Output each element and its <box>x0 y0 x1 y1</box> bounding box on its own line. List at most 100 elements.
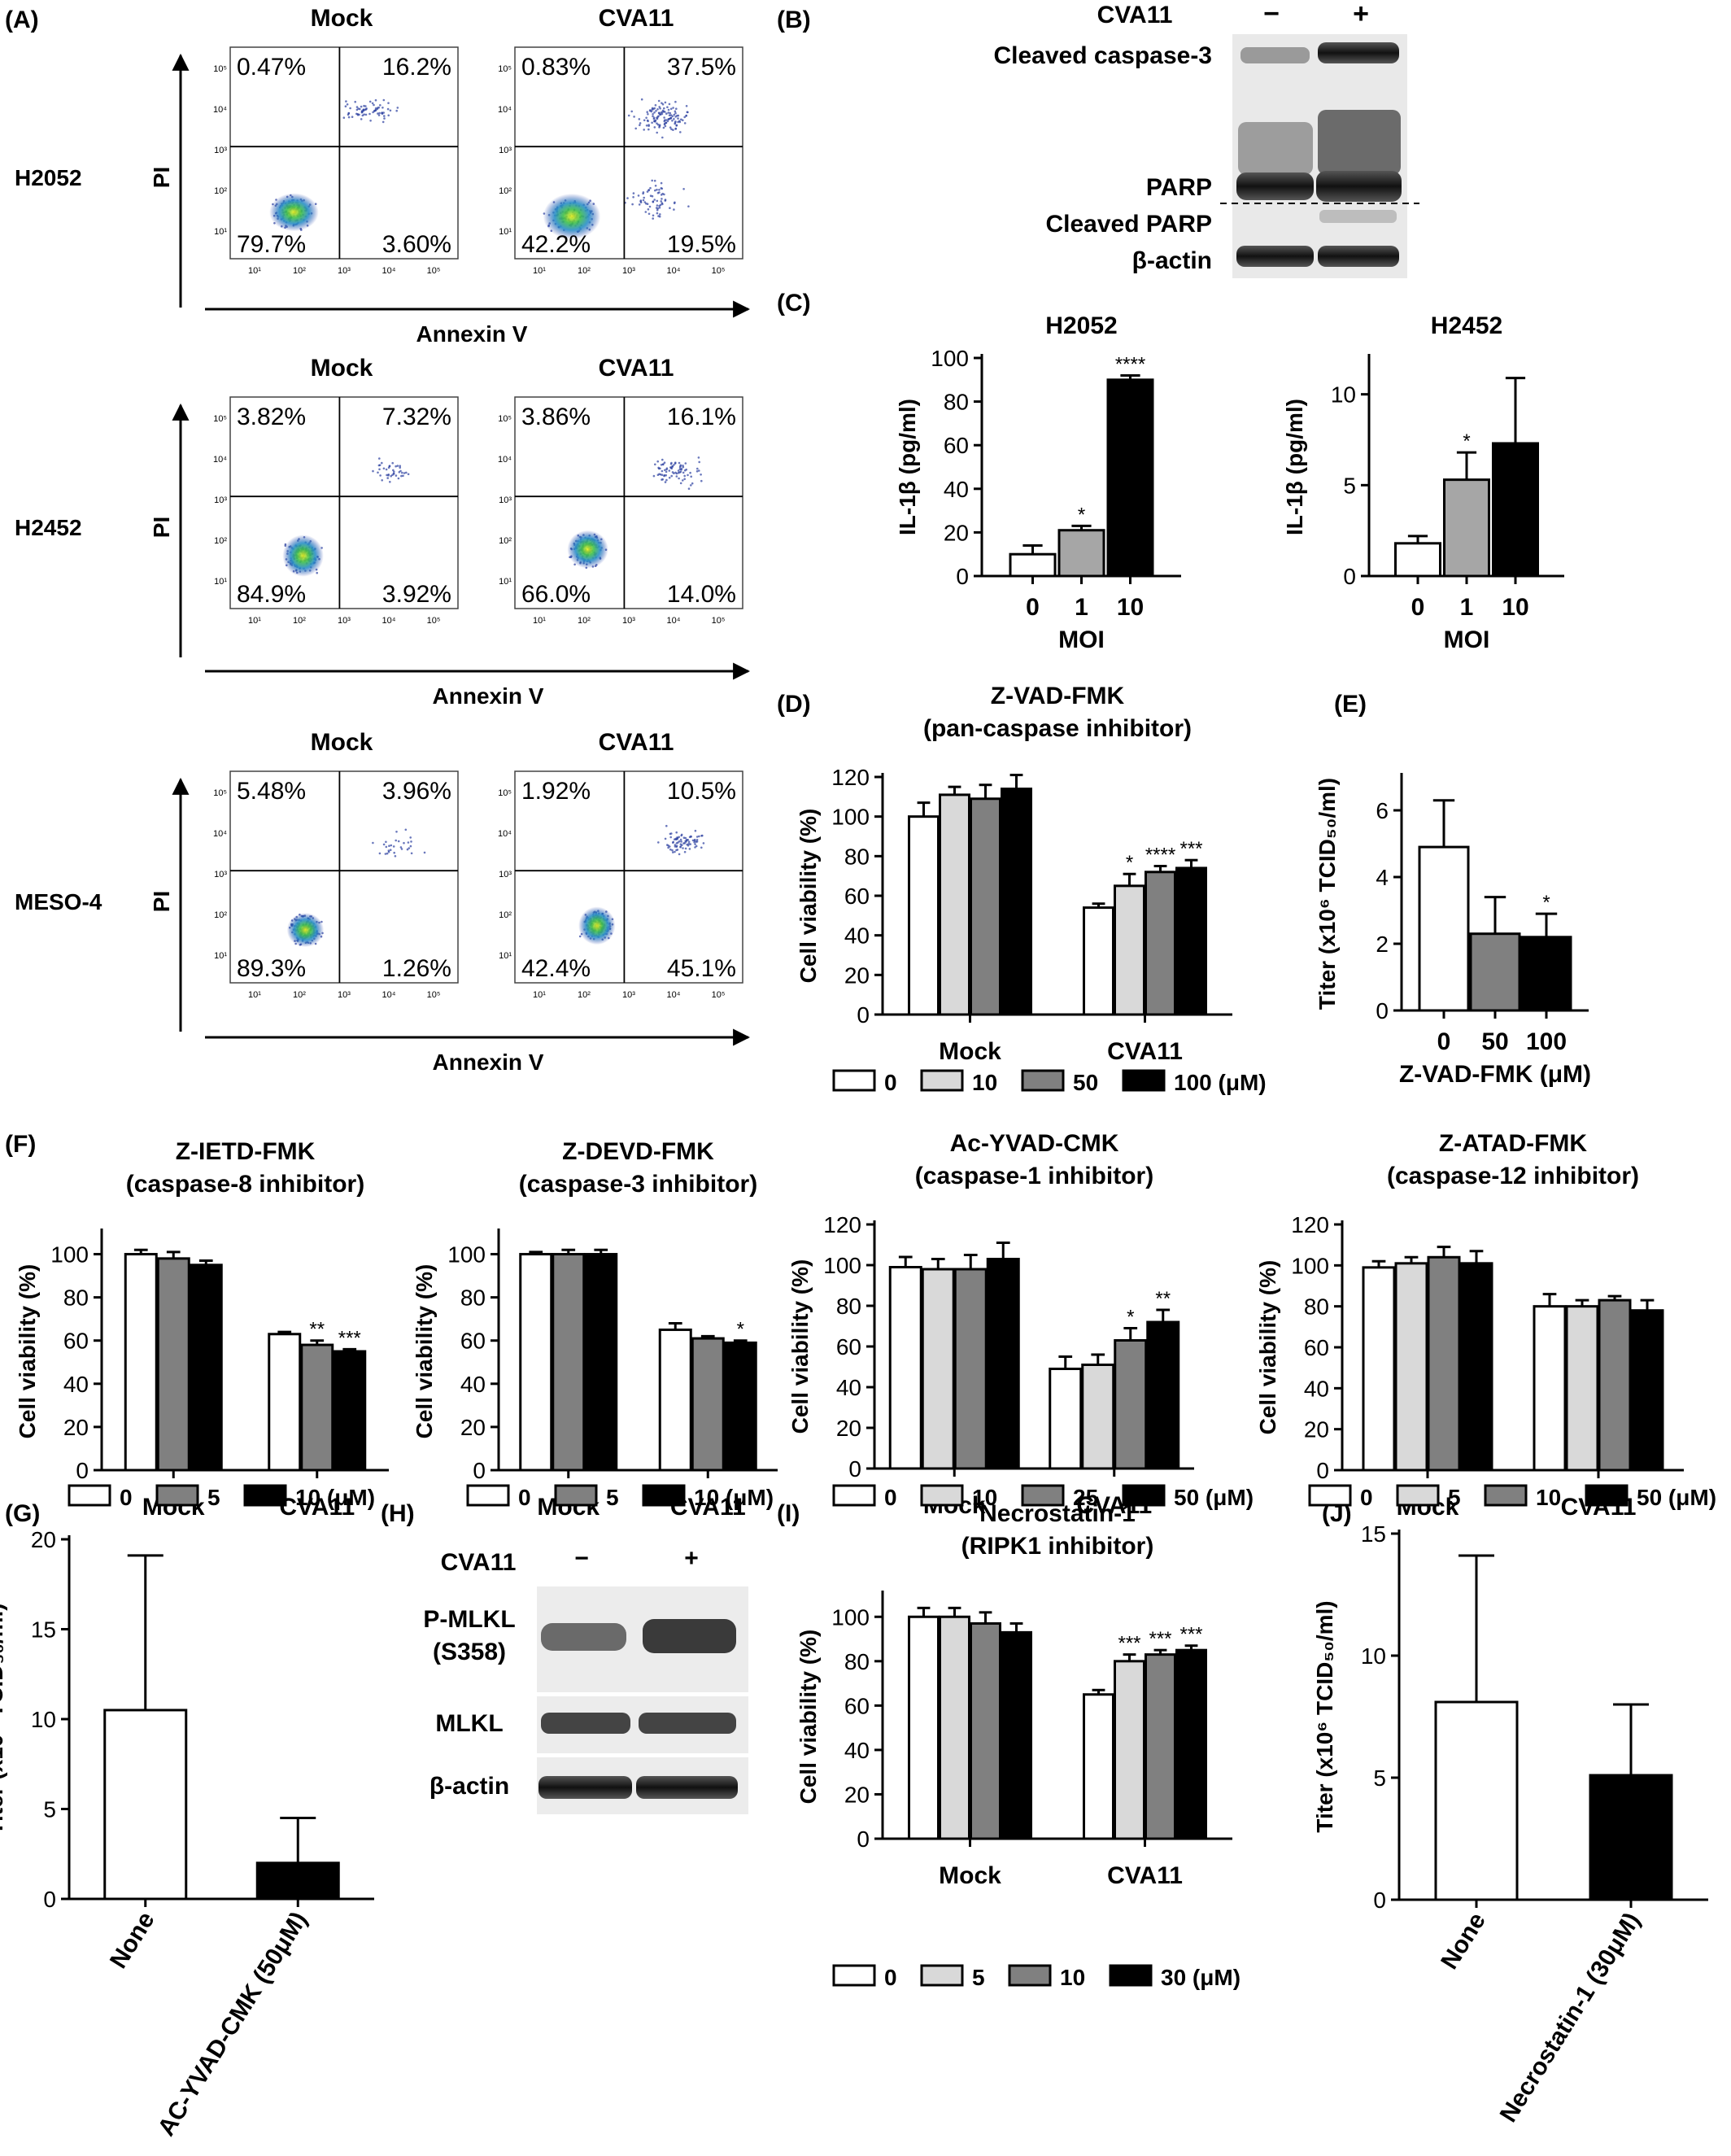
flow-event-dot <box>358 113 360 116</box>
flow-event-dot <box>687 844 690 847</box>
flow-event-dot <box>683 850 687 853</box>
bar <box>103 1709 188 1901</box>
flow-event-dot <box>363 113 365 116</box>
flow-event-dot <box>665 468 668 471</box>
flow-plot-mock: 5.48% 3.96% 89.3% 1.26% 10¹ 10¹ 10² 10² 10³ 10³ 10… <box>213 770 459 1000</box>
chart-title: Z-VAD-FMK <box>991 683 1125 709</box>
flow-event-dot <box>672 129 674 131</box>
flow-event-dot <box>689 843 691 845</box>
flow-event-dot <box>632 192 635 194</box>
flow-panel: Mock CVA11 H2052 PI Annexin V 0.47% 16.2%… <box>15 5 751 1075</box>
x-tick-label: 10 <box>1117 594 1144 621</box>
quadrant-ll-percent: 89.3% <box>237 955 306 982</box>
chart-subtitle: (RIPK1 inhibitor) <box>961 1533 1154 1560</box>
flow-x-tick-label: 10¹ <box>248 616 261 626</box>
significance-marker: ** <box>1155 1288 1171 1310</box>
flow-y-tick-label: 10³ <box>214 870 227 879</box>
flow-x-tick-label: 10³ <box>622 266 635 276</box>
flow-event-dot <box>663 107 665 110</box>
flow-event-dot <box>639 122 642 124</box>
flow-event-dot <box>633 116 635 118</box>
flow-event-dot <box>387 466 390 469</box>
y-axis-label: Cell viability (%) <box>796 809 821 984</box>
significance-marker: *** <box>1149 1628 1171 1650</box>
flow-event-dot <box>682 119 684 122</box>
flow-event-dot <box>630 110 633 113</box>
legend-label: 0 <box>884 1965 897 1990</box>
quadrant-ul-percent: 5.48% <box>237 778 306 805</box>
flow-event-dot <box>654 104 657 107</box>
flow-event-dot <box>657 215 660 217</box>
chart-d: Z-VAD-FMK (pan-caspase inhibitor) 0 20 40 60 8… <box>796 683 1267 1095</box>
significance-marker: * <box>1463 430 1470 452</box>
x-tick-label: 0 <box>1411 594 1425 621</box>
legend-swatch <box>642 1484 686 1507</box>
flow-event-dot <box>674 837 678 840</box>
flow-event-dot <box>657 841 660 844</box>
flow-event-dot <box>666 844 669 846</box>
group-label: CVA11 <box>1107 1862 1183 1889</box>
bar <box>519 1253 553 1472</box>
flow-event-dot <box>664 101 667 104</box>
flow-event-dot <box>407 473 410 476</box>
flow-event-dot <box>381 461 383 465</box>
flow-event-dot <box>647 189 650 192</box>
flow-row-label: MESO-4 <box>15 889 102 914</box>
quadrant-lr-percent: 19.5% <box>667 231 736 258</box>
flow-event-dot <box>694 829 697 832</box>
flow-event-dot <box>663 120 666 123</box>
flow-event-dot <box>392 469 395 472</box>
flow-y-tick-label: 10⁴ <box>498 105 512 115</box>
x-axis-label: MOI <box>1058 626 1105 653</box>
flow-x-tick-label: 10² <box>578 616 591 626</box>
flow-event-dot <box>682 465 684 467</box>
y-tick-label: 20 <box>460 1415 486 1440</box>
flow-event-dot <box>661 136 664 139</box>
y-tick-label: 5 <box>1373 1765 1386 1791</box>
flow-event-dot <box>674 850 676 853</box>
flow-event-dot <box>680 118 682 121</box>
flow-event-dot <box>673 202 676 205</box>
x-tick-label: Necrostatin-1 (30μM) <box>1495 1908 1646 2127</box>
flow-event-dot <box>659 203 662 207</box>
flow-event-dot <box>653 107 656 110</box>
bar <box>300 1343 334 1472</box>
flow-event-dot <box>669 126 672 129</box>
flow-event-dot <box>368 112 371 116</box>
y-tick-label: 100 <box>1291 1253 1329 1278</box>
flow-event-dot <box>679 131 682 133</box>
blot-panel-h: CVA11 − + P-MLKL (S358) MLKL β-actin <box>423 1545 748 1814</box>
chart-f4: Z-ATAD-FMK (caspase-12 inhibitor) 0 20 40 60 8… <box>1255 1130 1716 1521</box>
flow-row-label: H2452 <box>15 515 82 540</box>
flow-x-tick-label: 10² <box>578 990 591 1000</box>
x-tick-label: None <box>1436 1908 1491 1974</box>
y-tick-label: 60 <box>63 1329 89 1354</box>
flow-event-dot <box>661 469 664 473</box>
band-label: β-actin <box>429 1773 509 1800</box>
flow-event-dot <box>668 103 671 106</box>
flow-event-dot <box>670 128 673 131</box>
bar <box>1081 1364 1115 1470</box>
bar <box>1114 1660 1145 1840</box>
x-tick-label: 1 <box>1460 594 1474 621</box>
flow-event-dot <box>687 840 691 843</box>
y-tick-label: 120 <box>823 1212 861 1237</box>
bar <box>552 1253 586 1472</box>
y-axis-label: Cell viability (%) <box>796 1630 821 1805</box>
flow-event-dot <box>653 111 656 114</box>
flow-event-dot <box>378 852 382 855</box>
bar <box>1434 1700 1519 1901</box>
y-tick-label: 40 <box>944 477 969 502</box>
flow-event-dot <box>663 474 665 478</box>
flow-event-dot <box>682 188 685 190</box>
y-tick-label: 60 <box>1304 1335 1329 1360</box>
flow-event-dot <box>637 194 640 197</box>
flow-event-dot <box>346 103 349 106</box>
flow-plot-frame <box>514 396 743 609</box>
blot-smear <box>1238 122 1313 175</box>
flow-event-dot <box>682 479 684 482</box>
legend-swatch <box>1122 1069 1166 1092</box>
flow-event-dot <box>409 845 412 848</box>
significance-marker: *** <box>1179 1624 1202 1646</box>
